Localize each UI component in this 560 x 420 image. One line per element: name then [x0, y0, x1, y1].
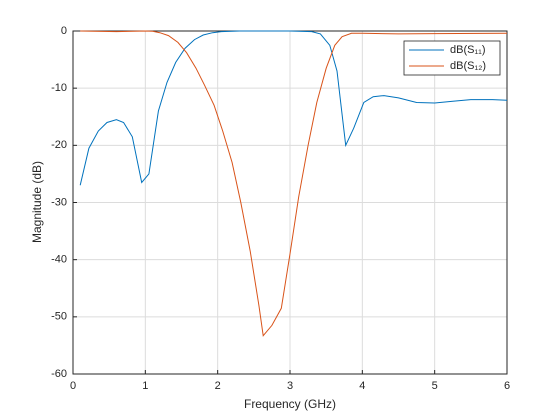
legend-label: dB(S₁₁) — [450, 44, 486, 56]
x-tick-label: 1 — [142, 380, 148, 392]
y-tick-label: -20 — [51, 139, 67, 151]
x-tick-label: 2 — [215, 380, 221, 392]
legend-box — [403, 40, 501, 76]
x-tick-label: 0 — [70, 380, 76, 392]
x-tick-label: 4 — [359, 380, 365, 392]
x-tick-label: 6 — [504, 380, 510, 392]
y-axis-label: Magnitude (dB) — [30, 161, 44, 243]
y-tick-label: 0 — [61, 25, 67, 37]
x-tick-label: 5 — [432, 380, 438, 392]
y-tick-label: -10 — [51, 82, 67, 94]
y-tick-label: -60 — [51, 368, 67, 380]
y-tick-label: -30 — [51, 196, 67, 208]
y-tick-label: -40 — [51, 254, 67, 266]
y-tick-label: -50 — [51, 311, 67, 323]
x-tick-label: 3 — [287, 380, 293, 392]
x-axis-label: Frequency (GHz) — [244, 397, 336, 411]
series-line — [79, 30, 508, 186]
legend-label: dB(S₁₂) — [450, 60, 486, 72]
series-line — [80, 30, 508, 337]
